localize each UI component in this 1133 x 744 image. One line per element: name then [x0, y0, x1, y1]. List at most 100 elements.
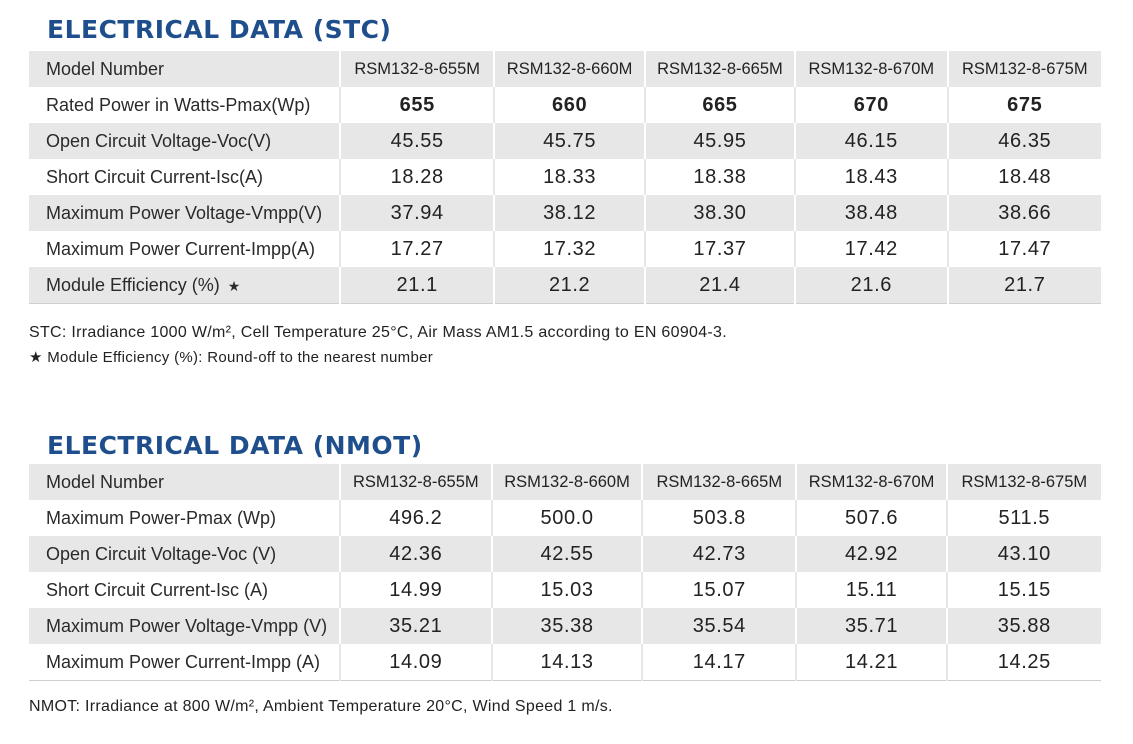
cell-value: 500.0: [490, 500, 643, 536]
cell-value: 17.27: [338, 231, 495, 267]
nmot-row-open-circuit-voltage: Open Circuit Voltage-Voc (V) 42.36 42.55…: [29, 536, 1101, 572]
cell-value: 14.99: [338, 572, 492, 608]
cell-value: 15.03: [490, 572, 643, 608]
cell-value: RSM132-8-665M: [643, 51, 796, 87]
stc-row-open-circuit-voltage: Open Circuit Voltage-Voc(V) 45.55 45.75 …: [29, 123, 1101, 159]
cell-value: 21.6: [794, 267, 948, 304]
stc-row-max-power-current: Maximum Power Current-Impp(A) 17.27 17.3…: [29, 231, 1101, 267]
cell-value: 38.48: [794, 195, 948, 231]
cell-value: 38.66: [946, 195, 1101, 231]
nmot-row-short-circuit-current: Short Circuit Current-Isc (A) 14.99 15.0…: [29, 572, 1101, 608]
cell-value: RSM132-8-670M: [795, 464, 947, 500]
cell-value: 45.55: [338, 123, 495, 159]
cell-value: RSM132-8-655M: [338, 464, 492, 500]
cell-value: 15.11: [795, 572, 947, 608]
stc-footnote: STC: Irradiance 1000 W/m², Cell Temperat…: [29, 324, 727, 341]
stc-row-short-circuit-current: Short Circuit Current-Isc(A) 18.28 18.33…: [29, 159, 1101, 195]
cell-value: 14.09: [338, 644, 492, 681]
cell-value: RSM132-8-665M: [641, 464, 797, 500]
star-icon: ★: [227, 277, 241, 294]
cell-value: 18.48: [946, 159, 1101, 195]
cell-value: 45.75: [493, 123, 645, 159]
cell-value: 35.38: [490, 608, 643, 644]
nmot-row-max-power: Maximum Power-Pmax (Wp) 496.2 500.0 503.…: [29, 500, 1101, 536]
nmot-row-max-power-current: Maximum Power Current-Impp (A) 14.09 14.…: [29, 644, 1101, 681]
nmot-electrical-data-table: Model Number RSM132-8-655M RSM132-8-660M…: [29, 464, 1101, 681]
cell-value: 496.2: [338, 500, 492, 536]
row-label: Maximum Power Current-Impp (A): [29, 644, 341, 681]
cell-value: 15.15: [945, 572, 1101, 608]
stc-row-module-efficiency: Module Efficiency (%) ★ 21.1 21.2 21.4 21…: [29, 267, 1101, 304]
efficiency-footnote: ★ Module Efficiency (%): Round-off to th…: [29, 349, 434, 366]
cell-value: 35.88: [945, 608, 1101, 644]
cell-value: RSM132-8-660M: [493, 51, 645, 87]
row-label: Short Circuit Current-Isc (A): [29, 572, 341, 608]
cell-value: 17.47: [946, 231, 1101, 267]
row-label-text: Module Efficiency (%): [46, 274, 220, 295]
cell-value: 45.95: [643, 123, 796, 159]
cell-value: 14.17: [641, 644, 797, 681]
cell-value: RSM132-8-675M: [946, 51, 1101, 87]
cell-value: 42.36: [338, 536, 492, 572]
cell-value: RSM132-8-655M: [338, 51, 495, 87]
nmot-section-title: ELECTRICAL DATA (NMOT): [47, 431, 423, 460]
row-label: Maximum Power Current-Impp(A): [29, 231, 341, 267]
cell-value: 18.28: [338, 159, 495, 195]
cell-value: 18.43: [794, 159, 948, 195]
cell-value: 17.42: [794, 231, 948, 267]
cell-value: 15.07: [641, 572, 797, 608]
cell-value: 665: [643, 87, 796, 123]
row-label: Model Number: [29, 464, 341, 500]
cell-value: 21.7: [946, 267, 1101, 304]
row-label: Open Circuit Voltage-Voc(V): [29, 123, 341, 159]
cell-value: 46.35: [946, 123, 1101, 159]
cell-value: 14.25: [945, 644, 1101, 681]
nmot-row-max-power-voltage: Maximum Power Voltage-Vmpp (V) 35.21 35.…: [29, 608, 1101, 644]
cell-value: 660: [493, 87, 645, 123]
cell-value: 38.12: [493, 195, 645, 231]
cell-value: 46.15: [794, 123, 948, 159]
row-label: Rated Power in Watts-Pmax(Wp): [29, 87, 341, 123]
cell-value: RSM132-8-675M: [945, 464, 1101, 500]
nmot-footnote: NMOT: Irradiance at 800 W/m², Ambient Te…: [29, 698, 613, 715]
cell-value: 21.1: [338, 267, 495, 304]
stc-row-max-power-voltage: Maximum Power Voltage-Vmpp(V) 37.94 38.1…: [29, 195, 1101, 231]
stc-row-model-number: Model Number RSM132-8-655M RSM132-8-660M…: [29, 51, 1101, 87]
cell-value: 670: [794, 87, 948, 123]
cell-value: 17.32: [493, 231, 645, 267]
cell-value: 18.33: [493, 159, 645, 195]
cell-value: 655: [338, 87, 495, 123]
cell-value: 14.21: [795, 644, 947, 681]
cell-value: 43.10: [945, 536, 1101, 572]
stc-electrical-data-table: Model Number RSM132-8-655M RSM132-8-660M…: [29, 51, 1101, 304]
row-label: Module Efficiency (%) ★: [29, 267, 341, 304]
cell-value: 35.54: [641, 608, 797, 644]
cell-value: RSM132-8-660M: [490, 464, 643, 500]
cell-value: 14.13: [490, 644, 643, 681]
stc-row-rated-power: Rated Power in Watts-Pmax(Wp) 655 660 66…: [29, 87, 1101, 123]
nmot-row-model-number: Model Number RSM132-8-655M RSM132-8-660M…: [29, 464, 1101, 500]
cell-value: 507.6: [795, 500, 947, 536]
cell-value: RSM132-8-670M: [794, 51, 948, 87]
row-label: Maximum Power Voltage-Vmpp(V): [29, 195, 341, 231]
cell-value: 35.71: [795, 608, 947, 644]
row-label: Maximum Power Voltage-Vmpp (V): [29, 608, 341, 644]
cell-value: 17.37: [643, 231, 796, 267]
cell-value: 511.5: [945, 500, 1101, 536]
cell-value: 38.30: [643, 195, 796, 231]
row-label: Open Circuit Voltage-Voc (V): [29, 536, 341, 572]
cell-value: 675: [946, 87, 1101, 123]
cell-value: 42.92: [795, 536, 947, 572]
cell-value: 42.55: [490, 536, 643, 572]
cell-value: 37.94: [338, 195, 495, 231]
cell-value: 21.4: [643, 267, 796, 304]
row-label: Short Circuit Current-Isc(A): [29, 159, 341, 195]
cell-value: 503.8: [641, 500, 797, 536]
cell-value: 21.2: [493, 267, 645, 304]
row-label: Model Number: [29, 51, 341, 87]
row-label: Maximum Power-Pmax (Wp): [29, 500, 341, 536]
cell-value: 35.21: [338, 608, 492, 644]
stc-section-title: ELECTRICAL DATA (STC): [47, 15, 392, 44]
cell-value: 42.73: [641, 536, 797, 572]
cell-value: 18.38: [643, 159, 796, 195]
